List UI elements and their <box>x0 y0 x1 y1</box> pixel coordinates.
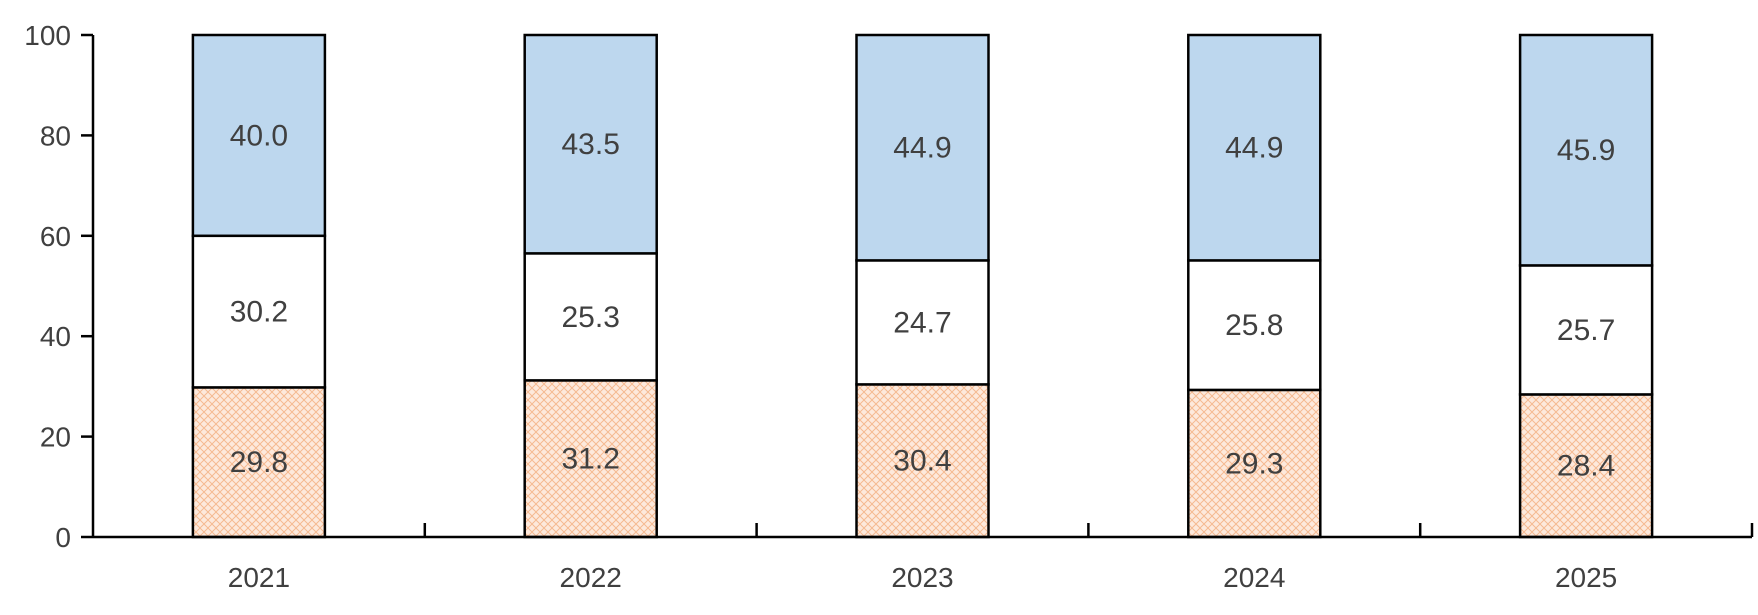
y-tick-label-0: 0 <box>55 522 71 553</box>
data-label-2025-s2: 25.7 <box>1557 314 1615 347</box>
bar-segment-2025-s3 <box>1518 33 1654 267</box>
x-tick-label-2021: 2021 <box>228 562 290 593</box>
data-label-2022-s2: 25.3 <box>562 301 620 334</box>
bar-segment-2024-s2 <box>1187 259 1322 392</box>
data-label-2022-s3: 43.5 <box>562 128 620 161</box>
data-label-2024-s1: 29.3 <box>1225 447 1283 480</box>
data-label-2021-s1: 29.8 <box>230 446 288 479</box>
bar-segment-2022-s1 <box>523 379 658 539</box>
bar-segment-2022-s3 <box>523 33 658 255</box>
data-label-2021-s3: 40.0 <box>230 119 288 152</box>
bar-segment-2023-s3 <box>855 33 990 262</box>
data-label-2025-s1: 28.4 <box>1557 450 1615 483</box>
data-label-2024-s3: 44.9 <box>1225 132 1283 165</box>
labels-layer: 29.8 30.2 40.0 31.2 25.3 43.5 30.4 24.7 44.9 29.3… <box>230 119 1616 482</box>
bar-segment-2021-s3 <box>191 33 327 238</box>
x-tick-label-2023: 2023 <box>891 562 953 593</box>
data-label-2024-s2: 25.8 <box>1225 309 1283 342</box>
axes-layer: 0 20 40 60 80 100 2021 2022 2023 2024 2025 <box>24 20 1754 593</box>
data-label-2022-s1: 31.2 <box>562 443 620 476</box>
data-label-2023-s3: 44.9 <box>893 132 951 165</box>
y-tick-label-80: 80 <box>40 120 71 151</box>
data-label-2025-s3: 45.9 <box>1557 134 1615 167</box>
bar-segment-2022-s2 <box>523 252 658 382</box>
y-tick-label-60: 60 <box>40 221 71 252</box>
x-tick-label-2025: 2025 <box>1555 562 1617 593</box>
x-tick-label-2022: 2022 <box>560 562 622 593</box>
x-tick-label-2024: 2024 <box>1223 562 1285 593</box>
bars-layer <box>191 33 1654 539</box>
y-tick-label-100: 100 <box>24 20 71 51</box>
bar-segment-2021-s2 <box>191 234 327 389</box>
y-tick-label-20: 20 <box>40 422 71 453</box>
bar-segment-2021-s1 <box>191 386 327 539</box>
bar-segment-2023-s2 <box>855 259 990 386</box>
data-label-2023-s1: 30.4 <box>893 445 951 478</box>
data-label-2023-s2: 24.7 <box>893 306 951 339</box>
y-tick-label-40: 40 <box>40 321 71 352</box>
data-label-2021-s2: 30.2 <box>230 296 288 329</box>
bar-segment-2024-s1 <box>1187 388 1322 539</box>
bar-segment-2024-s3 <box>1187 33 1322 262</box>
